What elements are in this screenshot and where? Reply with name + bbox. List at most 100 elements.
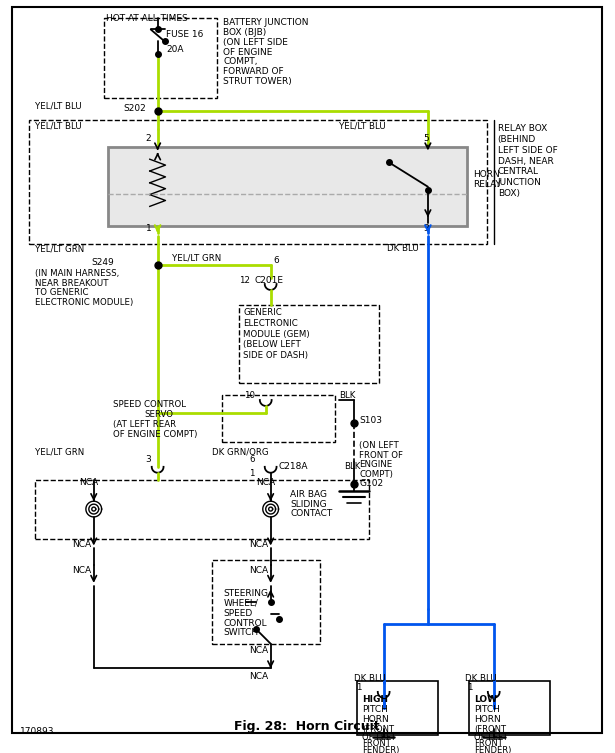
Text: BLK: BLK [344, 462, 361, 471]
Bar [357, 681, 438, 735]
Text: HORN: HORN [473, 170, 500, 179]
Text: MODULE (GEM): MODULE (GEM) [243, 330, 310, 339]
Text: SIDE OF DASH): SIDE OF DASH) [243, 351, 308, 360]
Text: ENGINE: ENGINE [359, 460, 392, 469]
Text: YEL/LT BLU: YEL/LT BLU [35, 121, 82, 130]
Text: DK BLU: DK BLU [465, 674, 497, 683]
Text: (ON LEFT SIDE: (ON LEFT SIDE [223, 38, 288, 47]
Text: CONTACT: CONTACT [290, 510, 333, 519]
Text: C201E: C201E [255, 276, 284, 285]
Text: OF LEFT: OF LEFT [362, 733, 396, 742]
Text: COMPT): COMPT) [359, 470, 393, 479]
Text: 12: 12 [239, 276, 250, 285]
Text: BLK: BLK [339, 391, 356, 400]
Text: FENDER): FENDER) [362, 746, 399, 753]
Text: (ON LEFT: (ON LEFT [359, 441, 399, 450]
Text: (FRONT: (FRONT [474, 724, 506, 733]
Bar [29, 120, 487, 244]
Bar [212, 560, 320, 644]
Text: SPEED: SPEED [223, 608, 253, 617]
Text: 5: 5 [423, 134, 429, 143]
Text: LEFT SIDE OF: LEFT SIDE OF [498, 146, 557, 155]
Text: 170893: 170893 [20, 727, 55, 736]
Text: S103: S103 [359, 416, 382, 425]
Text: CENTRAL: CENTRAL [498, 167, 539, 176]
Bar [35, 480, 369, 538]
Text: (IN MAIN HARNESS,: (IN MAIN HARNESS, [35, 269, 119, 278]
Text: ELECTRONIC: ELECTRONIC [243, 319, 298, 328]
Text: AIR BAG: AIR BAG [290, 490, 327, 498]
Text: HIGH: HIGH [362, 695, 388, 704]
Text: RELAY BOX: RELAY BOX [498, 124, 547, 133]
Text: 1: 1 [467, 684, 473, 693]
Text: S249: S249 [92, 258, 114, 267]
Text: JUNCTION: JUNCTION [498, 178, 542, 187]
Text: BOX (BJB): BOX (BJB) [223, 28, 267, 37]
Text: NCA: NCA [249, 672, 268, 681]
Text: (FRONT: (FRONT [362, 724, 394, 733]
Text: BATTERY JUNCTION: BATTERY JUNCTION [223, 18, 309, 27]
Text: FORWARD OF: FORWARD OF [223, 67, 284, 76]
Text: BOX): BOX) [498, 189, 520, 198]
Bar [469, 681, 550, 735]
Text: 1: 1 [356, 684, 362, 693]
Text: DK GRN/ORG: DK GRN/ORG [212, 447, 268, 456]
Text: SWITCH: SWITCH [223, 629, 258, 637]
Text: OF LEFT: OF LEFT [474, 733, 508, 742]
Text: GENERIC: GENERIC [243, 308, 282, 317]
Bar [239, 305, 379, 383]
Text: (BEHIND: (BEHIND [498, 135, 536, 144]
Text: 1: 1 [146, 224, 151, 233]
Text: 10: 10 [244, 391, 255, 400]
Text: WHEEL/: WHEEL/ [223, 599, 258, 608]
Text: HORN: HORN [474, 715, 501, 724]
Text: 2: 2 [146, 134, 151, 143]
Text: (AT LEFT REAR: (AT LEFT REAR [113, 420, 177, 429]
Text: NCA: NCA [72, 540, 91, 549]
Text: 3: 3 [145, 456, 151, 465]
Bar [221, 395, 335, 442]
Text: COMPT,: COMPT, [223, 57, 258, 66]
Text: YEL/LT GRN: YEL/LT GRN [172, 254, 221, 263]
Text: FRONT: FRONT [362, 739, 391, 748]
Text: NCA: NCA [72, 566, 91, 575]
Text: SLIDING: SLIDING [290, 500, 327, 509]
Text: DK BLU: DK BLU [354, 674, 386, 683]
Text: (BELOW LEFT: (BELOW LEFT [243, 340, 301, 349]
Text: STRUT TOWER): STRUT TOWER) [223, 77, 292, 86]
Text: SPEED CONTROL: SPEED CONTROL [113, 401, 186, 410]
Text: HOT AT ALL TIMES: HOT AT ALL TIMES [106, 14, 188, 23]
Text: 3: 3 [423, 224, 429, 233]
Text: 1: 1 [249, 469, 255, 478]
Text: TO GENERIC: TO GENERIC [35, 288, 89, 297]
Text: PITCH: PITCH [474, 705, 500, 714]
Text: NEAR BREAKOUT: NEAR BREAKOUT [35, 279, 108, 288]
Text: LOW: LOW [474, 695, 497, 704]
Text: YEL/LT BLU: YEL/LT BLU [35, 102, 82, 111]
Text: SERVO: SERVO [145, 410, 174, 419]
Text: DK BLU: DK BLU [387, 244, 418, 253]
Text: OF ENGINE COMPT): OF ENGINE COMPT) [113, 430, 198, 439]
Text: RELAY: RELAY [473, 180, 501, 189]
Text: DASH, NEAR: DASH, NEAR [498, 157, 554, 166]
Text: HORN: HORN [362, 715, 389, 724]
Text: YEL/LT BLU: YEL/LT BLU [339, 121, 386, 130]
Text: NCA: NCA [256, 478, 275, 487]
Text: 20A: 20A [167, 44, 184, 53]
Text: FRONT OF: FRONT OF [359, 450, 403, 459]
Text: NCA: NCA [249, 540, 268, 549]
Text: ELECTRONIC MODULE): ELECTRONIC MODULE) [35, 298, 133, 307]
Text: NCA: NCA [249, 566, 268, 575]
Text: FUSE 16: FUSE 16 [167, 30, 204, 39]
Text: YEL/LT GRN: YEL/LT GRN [35, 244, 84, 253]
Text: S202: S202 [123, 104, 146, 113]
Text: NCA: NCA [249, 646, 268, 655]
Text: 6: 6 [249, 456, 255, 465]
Text: OF ENGINE: OF ENGINE [223, 47, 273, 56]
Text: G102: G102 [359, 479, 383, 488]
Text: 6: 6 [274, 256, 279, 265]
Text: STEERING: STEERING [223, 589, 269, 598]
Text: FRONT: FRONT [474, 739, 503, 748]
Bar [103, 17, 216, 99]
Text: PITCH: PITCH [362, 705, 388, 714]
